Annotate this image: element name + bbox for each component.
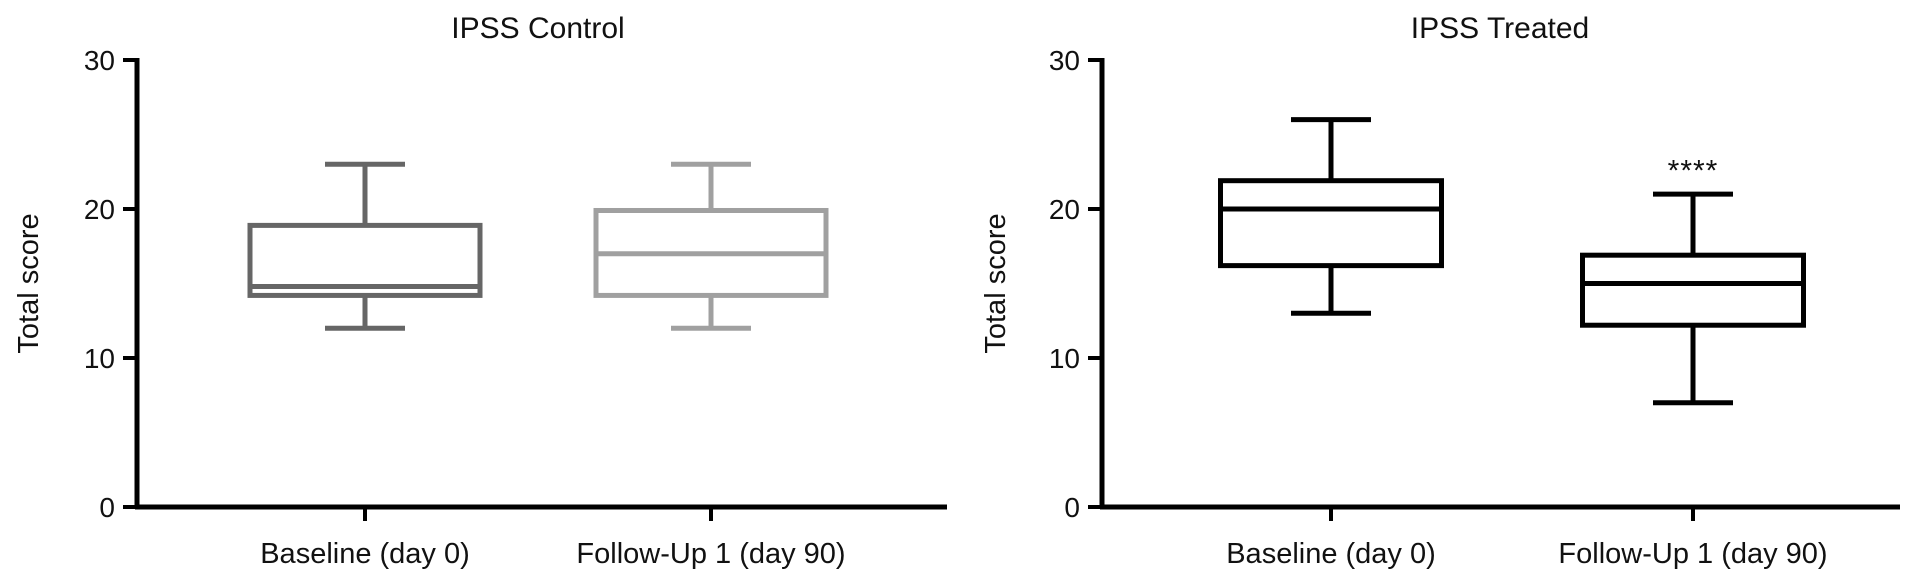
y-axis-label: Total score: [13, 213, 45, 353]
iqr-box: [1580, 252, 1806, 328]
y-tick-label: 10: [84, 343, 115, 374]
iqr-box: [1218, 178, 1444, 269]
x-category-label: Baseline (day 0): [1226, 538, 1436, 570]
y-tick-label: 20: [84, 194, 115, 225]
chart-panel-ipss-treated: IPSS Treated Total score 0 10 20 30 Baseline (…: [980, 12, 1900, 570]
y-tick-label: 30: [1049, 45, 1080, 76]
chart-panel-ipss-control: IPSS Control Total score 0 10 20 30 Baseline (…: [13, 12, 947, 570]
box-plot: [1218, 117, 1444, 316]
y-tick-label: 0: [1064, 492, 1080, 523]
x-category-label: Follow-Up 1 (day 90): [576, 538, 845, 570]
significance-annotation: ****: [1668, 154, 1719, 187]
chart-title: IPSS Control: [451, 12, 624, 45]
y-tick-label: 10: [1049, 343, 1080, 374]
x-category-label: Follow-Up 1 (day 90): [1558, 538, 1827, 570]
y-tick-label: 30: [84, 45, 115, 76]
y-axis-label: Total score: [980, 213, 1012, 353]
y-tick-label: 20: [1049, 194, 1080, 225]
iqr-box: [247, 222, 483, 298]
y-tick-label: 0: [99, 492, 115, 523]
box-plot: [593, 161, 829, 331]
box-plot: [1580, 191, 1806, 406]
box-plot: [247, 161, 483, 331]
chart-title: IPSS Treated: [1411, 12, 1589, 45]
x-category-label: Baseline (day 0): [260, 538, 470, 570]
